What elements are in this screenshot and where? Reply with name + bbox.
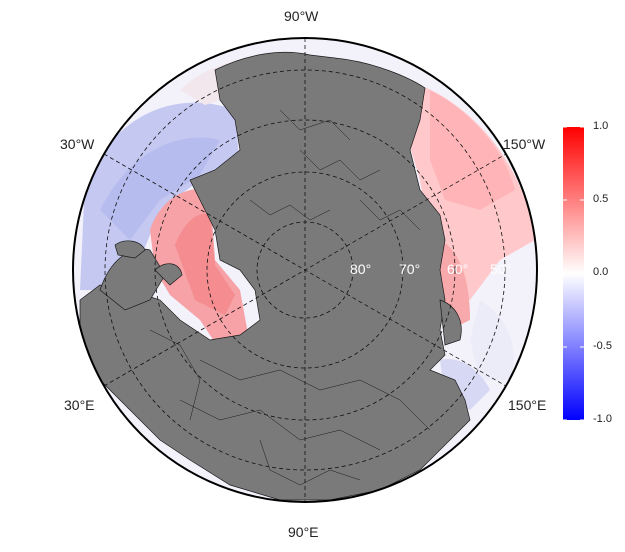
land-alaska-coast xyxy=(439,299,462,346)
anomaly-patch-pacific-deepred xyxy=(430,90,515,210)
anomaly-patch-atlantic-deepblue xyxy=(100,137,220,240)
lon-label-150w: 150°W xyxy=(503,136,546,152)
border-line xyxy=(249,199,331,221)
lat-label-60: 60° xyxy=(447,261,468,277)
political-borders xyxy=(149,109,431,486)
colorbar-label-half: 0.5 xyxy=(593,193,609,205)
colorbar-label-neg-half: -0.5 xyxy=(593,340,612,352)
colorbar-label-zero: 0.0 xyxy=(593,266,609,278)
lat-circle-60 xyxy=(154,119,456,421)
border-line xyxy=(299,149,381,181)
map-disk: 80° 70° 60° 50° xyxy=(73,38,537,502)
lat-label-50: 50° xyxy=(490,261,511,277)
colorbar-ticks xyxy=(563,126,584,421)
land-masses xyxy=(79,51,471,501)
border-line xyxy=(179,399,381,451)
border-line xyxy=(279,109,351,141)
map-outline xyxy=(72,37,538,503)
border-line xyxy=(259,439,361,486)
border-line xyxy=(199,359,431,431)
lon-label-30e: 30°E xyxy=(64,397,95,413)
colorbar-label-min: -1.0 xyxy=(593,413,612,425)
lon-label-90w: 90°W xyxy=(284,8,319,24)
anomaly-patch-pacific-white xyxy=(470,300,514,380)
lat-label-80: 80° xyxy=(350,261,371,277)
land-iceland xyxy=(114,240,146,259)
lon-label-150e: 150°E xyxy=(508,397,547,413)
colorbar xyxy=(563,126,584,421)
lat-circle-70 xyxy=(206,171,404,369)
land-main-body xyxy=(79,51,471,501)
lon-label-30w: 30°W xyxy=(60,136,95,152)
lat-label-70: 70° xyxy=(399,261,420,277)
graticule xyxy=(103,38,507,502)
lon-label-90e: 90°E xyxy=(288,524,319,540)
border-line xyxy=(149,329,201,421)
lat-circle-50 xyxy=(104,69,506,471)
colorbar-label-max: 1.0 xyxy=(593,120,609,132)
land-svalbard xyxy=(154,263,183,286)
latitude-labels: 80° 70° 60° 50° xyxy=(350,261,511,277)
border-line xyxy=(359,199,421,231)
colorbar-gradient xyxy=(563,127,584,420)
meridian-30e-150w xyxy=(103,153,507,387)
anomaly-patch-barents-deepred xyxy=(175,213,235,315)
